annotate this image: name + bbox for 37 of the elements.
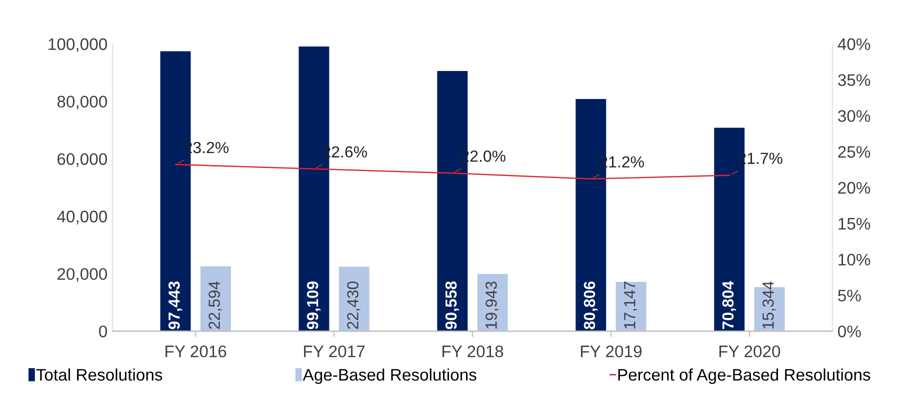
x-tick-label: FY 2018: [442, 346, 504, 358]
data-label: 99,109: [306, 281, 321, 330]
data-label: 22,430: [347, 282, 360, 329]
bar: [477, 274, 508, 332]
bar: [200, 266, 231, 332]
y2-tick-label: 15%: [838, 218, 870, 230]
data-label: 80,806: [584, 281, 598, 330]
y2-tick-label: 5%: [838, 290, 861, 302]
y2-tick-label: 0%: [838, 326, 861, 338]
y2-tick-label: 25%: [838, 146, 870, 158]
y-tick-label: 80,000: [57, 96, 107, 110]
y-tick-label: 20,000: [58, 268, 107, 282]
legend-label: Total Resolutions: [36, 368, 162, 381]
data-label: 15,344: [762, 281, 776, 329]
data-label: 19,943: [486, 282, 499, 329]
data-label: 22,594: [208, 281, 222, 329]
bar: [616, 282, 646, 332]
x-tick-label: FY 2016: [166, 346, 226, 358]
legend-label: Age-Based Resolutions: [302, 368, 476, 384]
y2-tick-label: 35%: [838, 74, 870, 86]
y-tick-label: 40,000: [57, 210, 107, 224]
y-tick-label: 0: [99, 326, 107, 338]
x-tick-label: FY 2019: [580, 346, 642, 358]
bar: [338, 266, 370, 332]
y-tick-label: 60,000: [58, 153, 107, 167]
y2-tick-label: 30%: [838, 110, 870, 122]
data-label: 90,558: [445, 281, 460, 330]
y-tick-label: 100,000: [48, 38, 107, 52]
y2-tick-label: 10%: [838, 254, 870, 266]
x-tick-label: FY 2017: [304, 346, 365, 358]
data-label: 70,804: [722, 280, 736, 330]
y2-tick-label: 40%: [838, 38, 870, 50]
y2-tick-label: 20%: [838, 182, 870, 194]
x-tick-label: FY 2020: [719, 346, 780, 358]
data-label: 97,443: [168, 281, 182, 330]
data-label: 17,147: [624, 282, 638, 329]
legend-label: Percent of Age-Based Resolutions: [618, 368, 870, 384]
